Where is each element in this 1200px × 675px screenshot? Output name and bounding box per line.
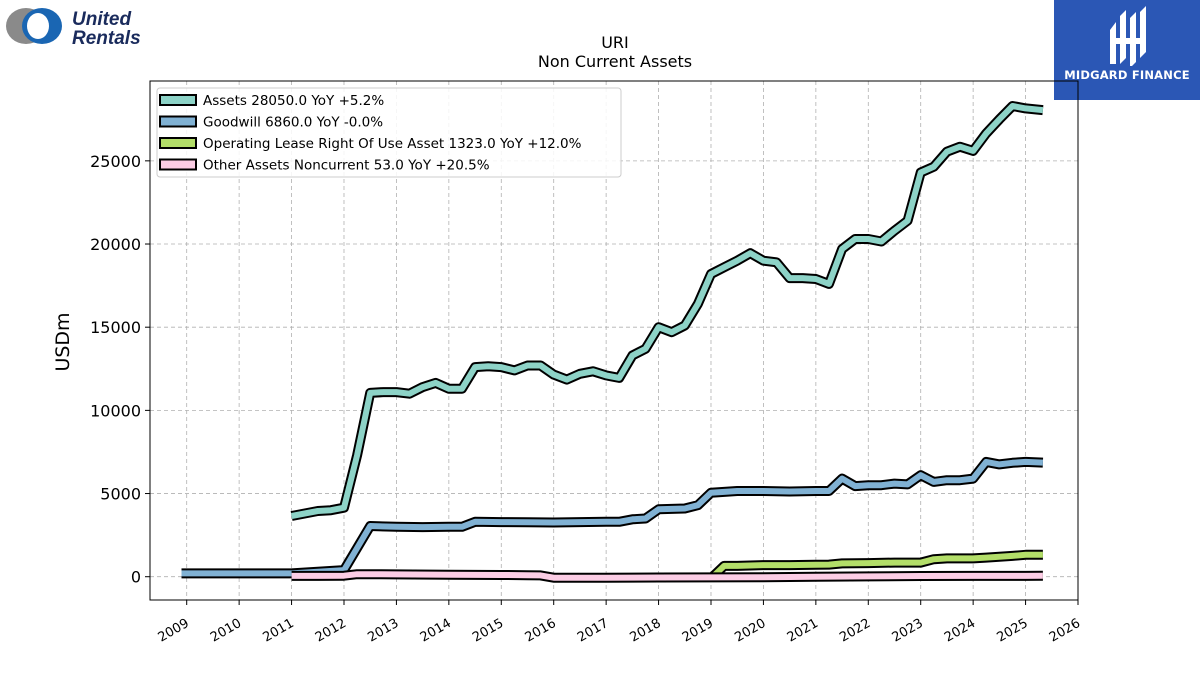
y-tick-label: 0 [131, 568, 141, 587]
x-tick-label: 2018 [627, 616, 663, 646]
x-tick-label: 2011 [260, 616, 296, 646]
legend-box [156, 87, 622, 178]
legend-entry-2: Operating Lease Right Of Use Asset 1323.… [203, 136, 582, 152]
x-tick-label: 2015 [470, 616, 506, 646]
x-tick-label: 2019 [680, 616, 716, 646]
legend: Assets 28050.0 YoY +5.2% Goodwill 6860.0 … [156, 87, 622, 178]
x-tick-label: 2010 [208, 616, 244, 646]
legend-swatch-3 [159, 158, 197, 171]
x-tick-label: 2026 [1047, 616, 1083, 646]
series-layer [181, 101, 1044, 583]
x-tick-label: 2017 [575, 616, 611, 646]
x-tick-label: 2022 [837, 616, 873, 646]
logo-line2: Rentals [72, 28, 141, 49]
series-line-0 [291, 103, 1044, 519]
logo-wordmark: United Rentals [72, 10, 141, 48]
logo-line1: United [72, 9, 132, 30]
x-tick-label: 2013 [365, 616, 401, 646]
badge-label: MIDGARD FINANCE [1064, 68, 1190, 82]
x-tick-label: 2016 [523, 616, 559, 646]
legend-entry-3: Other Assets Noncurrent 53.0 YoY +20.5% [203, 158, 490, 174]
midgard-emblem-icon [1110, 6, 1146, 68]
legend-swatch-0 [159, 94, 197, 106]
legend-swatch-1 [159, 115, 197, 128]
chart-title: URI [601, 33, 629, 52]
x-tick-label: 2023 [890, 616, 926, 646]
x-tick-label: 2014 [418, 616, 454, 646]
y-tick-label: 15000 [90, 318, 141, 337]
legend-swatch-2 [159, 137, 197, 149]
y-tick-label: 25000 [90, 152, 141, 171]
x-tick-label: 2020 [732, 616, 768, 646]
x-tick-label: 2021 [785, 616, 821, 646]
series-line-1 [181, 458, 1044, 577]
x-tick-label: 2025 [994, 616, 1030, 646]
legend-entry-1: Goodwill 6860.0 YoY -0.0% [203, 115, 383, 131]
x-tick-label: 2024 [942, 616, 978, 646]
plot-frame [149, 80, 1079, 601]
series-line-3 [291, 571, 1043, 581]
united-rentals-logo: United Rentals [4, 4, 164, 48]
logo-mark-icon [6, 8, 62, 44]
y-tick-label: 20000 [90, 235, 141, 254]
x-tick-label: 2012 [313, 616, 349, 646]
series-line-2 [708, 551, 1043, 581]
y-tick-label: 10000 [90, 401, 141, 420]
y-tick-label: 5000 [100, 485, 141, 504]
y-axis-label: USDm [52, 312, 74, 371]
x-tick-label: 2009 [156, 616, 192, 646]
chart-subtitle: Non Current Assets [538, 52, 692, 71]
legend-entry-0: Assets 28050.0 YoY +5.2% [203, 93, 384, 109]
